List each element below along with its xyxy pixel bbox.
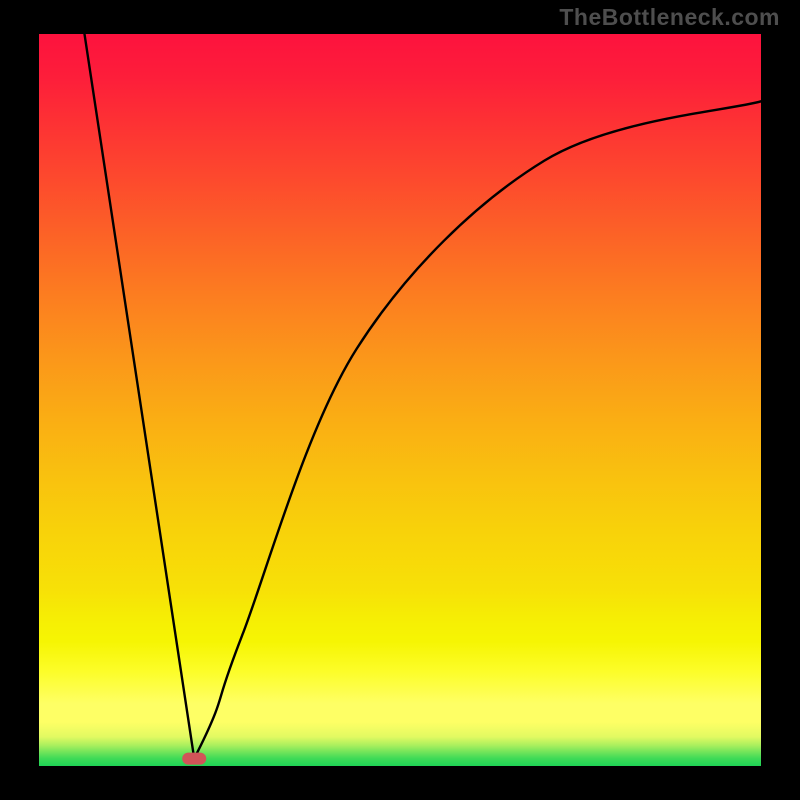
plot-background-gradient (39, 34, 761, 766)
bottleneck-chart (0, 0, 800, 800)
watermark-text: TheBottleneck.com (559, 4, 780, 31)
chart-frame: TheBottleneck.com (0, 0, 800, 800)
dip-marker (182, 753, 206, 765)
